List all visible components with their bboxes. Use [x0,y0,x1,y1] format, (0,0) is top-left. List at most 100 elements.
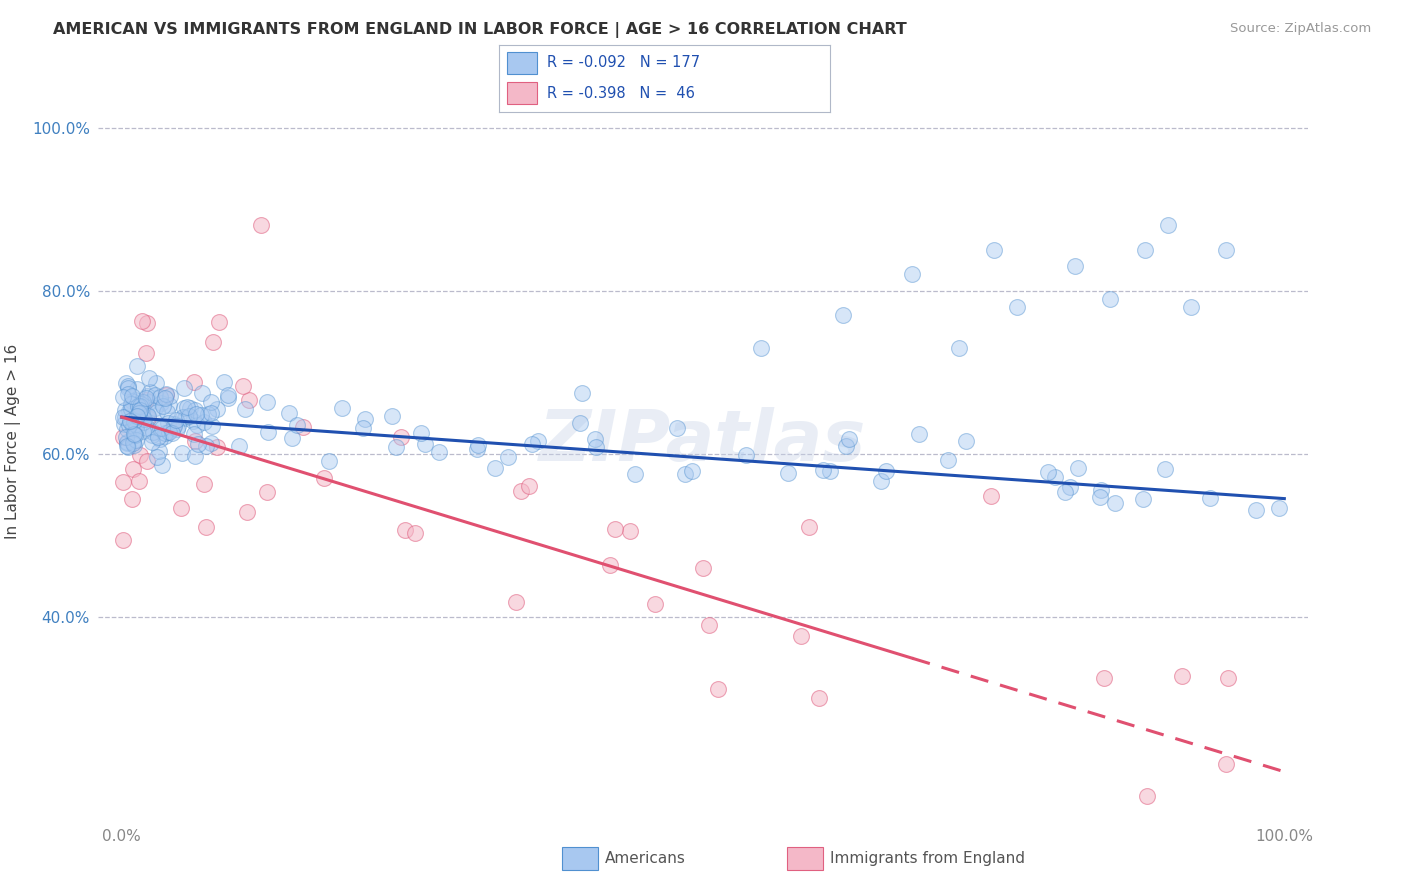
Point [205,402,228,417]
Point [394,523,416,537]
Point [121,394,143,409]
Point [145,376,167,390]
Point [256,485,278,500]
Point [734,448,756,462]
Point [1104,496,1126,510]
Point [166,419,188,434]
Point [157,425,180,439]
Point [1170,669,1192,683]
Point [112,475,135,490]
Point [135,346,157,360]
Point [901,268,924,282]
Point [125,422,148,436]
Point [115,430,138,444]
Point [1268,501,1291,516]
Point [908,426,931,441]
Point [115,376,138,390]
Point [125,417,148,431]
Point [183,426,205,441]
Point [120,402,142,417]
Point [176,400,198,414]
Point [585,432,607,446]
Point [122,418,145,433]
Point [278,406,301,420]
Point [465,442,488,457]
Point [112,417,135,432]
Point [132,424,155,438]
Point [250,219,273,233]
Point [571,385,593,400]
Point [148,444,170,458]
Point [129,448,152,462]
Text: Source: ZipAtlas.com: Source: ZipAtlas.com [1230,22,1371,36]
Point [1136,789,1159,804]
Point [411,426,433,441]
Point [131,407,153,421]
Point [835,439,858,453]
Point [127,399,149,413]
Point [1059,479,1081,493]
Point [155,386,177,401]
Point [150,458,173,472]
Point [131,314,153,328]
Point [692,561,714,575]
Point [135,407,157,421]
Point [233,402,256,417]
Point [122,413,145,427]
Point [125,434,148,448]
Point [127,409,149,424]
Point [1036,466,1059,480]
Point [122,422,145,436]
Point [179,401,201,416]
Point [155,391,177,405]
Point [122,410,145,425]
Point [162,426,184,441]
Point [135,392,157,407]
Point [212,375,235,389]
Point [1005,300,1028,314]
Point [183,414,205,428]
Point [184,449,207,463]
Point [155,405,177,419]
Bar [508,82,537,104]
Text: R = -0.398   N =  46: R = -0.398 N = 46 [547,86,695,101]
Point [197,407,219,421]
Point [183,376,205,390]
Point [145,401,167,415]
Point [170,500,193,515]
Point [115,436,138,450]
Point [467,438,489,452]
Point [149,432,172,446]
Point [120,396,142,410]
Point [1043,469,1066,483]
Point [194,439,217,453]
Point [121,436,143,450]
Point [121,388,143,402]
Point [153,428,176,442]
Point [186,407,208,421]
Point [776,466,799,480]
Point [749,341,772,355]
Point [111,410,134,425]
Point [228,439,250,453]
Point [285,417,308,432]
Point [155,388,177,402]
Point [983,243,1005,257]
Point [707,681,730,696]
Point [381,409,404,423]
Point [117,387,139,401]
Point [165,413,187,427]
Point [201,419,224,434]
Point [131,409,153,424]
Point [484,460,506,475]
Point [118,404,141,418]
Point [122,434,145,449]
Point [193,477,215,491]
Point [202,334,225,349]
Point [948,341,970,355]
Point [121,491,143,506]
Point [122,421,145,435]
Point [1064,259,1087,273]
Point [190,408,212,422]
Point [150,421,173,435]
